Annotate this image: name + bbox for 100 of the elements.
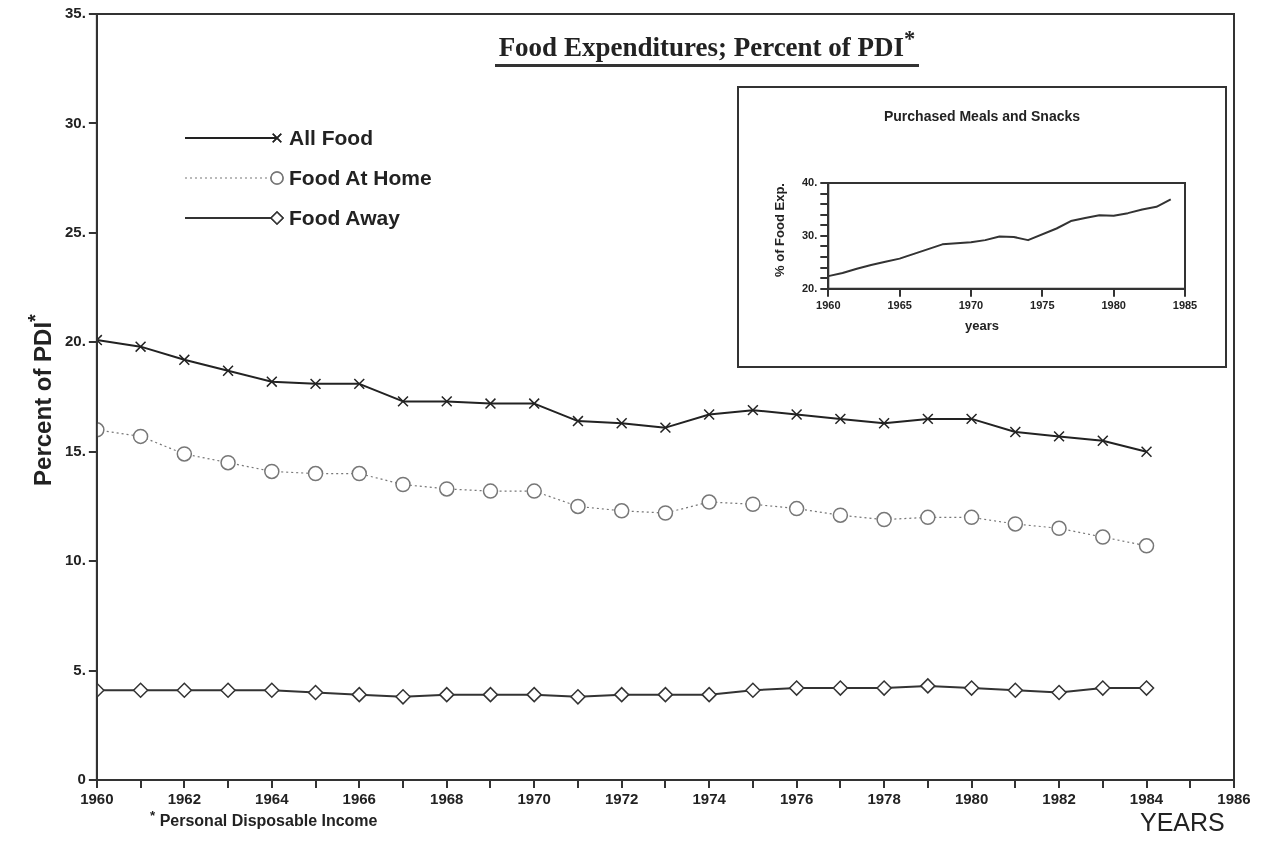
point <box>657 686 674 703</box>
point <box>657 505 674 521</box>
point <box>1053 430 1065 443</box>
legend-label: Food Away <box>289 206 400 230</box>
x-tick-label: 1986 <box>1217 790 1251 808</box>
x-tick-label: 1984 <box>1129 790 1164 808</box>
y-axis-title: % of Food Exp. <box>771 183 787 277</box>
x-tick-label: 1968 <box>430 790 464 808</box>
point <box>701 494 717 510</box>
y-tick-label: 40. <box>801 176 818 189</box>
point <box>264 682 280 699</box>
point <box>220 454 236 471</box>
point <box>438 481 455 497</box>
point <box>832 507 849 523</box>
point <box>790 408 803 421</box>
point <box>745 682 761 699</box>
point <box>745 496 761 512</box>
point <box>395 476 411 493</box>
point <box>307 684 324 701</box>
point <box>397 395 409 408</box>
x-tick-label: 1960 <box>80 790 114 808</box>
point <box>922 413 934 425</box>
point <box>220 682 236 699</box>
point <box>876 511 892 528</box>
x-tick-label: 1985 <box>1172 299 1198 312</box>
point <box>920 509 936 526</box>
text: Food Expenditures; Percent of PDI$^{*}$ <box>497 26 917 64</box>
point <box>788 500 805 517</box>
point <box>526 483 542 499</box>
point <box>1138 680 1155 696</box>
point <box>176 446 193 462</box>
point <box>264 463 280 480</box>
point <box>351 686 368 703</box>
point <box>703 408 715 421</box>
point <box>266 375 278 388</box>
chart-title: Purchased Meals and Snacks <box>882 108 1082 124</box>
y-tick-label: 30. <box>801 228 818 241</box>
point <box>178 354 191 366</box>
point <box>353 378 365 390</box>
point <box>484 397 497 410</box>
y-tick-label: 25. <box>64 223 86 240</box>
x-tick-label: 1978 <box>867 790 901 808</box>
y-tick-label: 30. <box>64 113 86 131</box>
y-tick-label: 20. <box>64 332 86 350</box>
point <box>482 483 499 499</box>
point <box>395 689 411 705</box>
point <box>482 686 499 703</box>
x-tick-label: 1965 <box>887 299 912 312</box>
x-tick-label: 1976 <box>779 790 814 808</box>
x-axis-title: YEARS <box>1140 808 1225 837</box>
point <box>1009 426 1022 438</box>
y-tick-label: 35. <box>64 4 86 22</box>
point <box>1095 680 1111 696</box>
point <box>788 680 805 696</box>
point <box>920 678 936 694</box>
x-tick-label: 1980 <box>954 790 989 808</box>
point <box>222 365 234 377</box>
point <box>613 503 630 519</box>
point <box>1007 516 1024 532</box>
x-tick-label: 1970 <box>958 299 984 312</box>
point <box>834 413 847 425</box>
point <box>132 682 149 699</box>
point <box>1051 520 1067 537</box>
point <box>963 680 980 696</box>
point <box>1051 684 1067 701</box>
x-tick-label: 1966 <box>342 790 376 808</box>
y-tick-label: 15. <box>64 441 86 459</box>
point <box>526 686 542 703</box>
point <box>132 428 149 445</box>
legend-label: Food At Home <box>289 166 432 190</box>
x-axis-title: years <box>965 318 999 333</box>
text: $^{*}$ Personal Disposable Income <box>150 808 378 831</box>
point <box>309 378 322 390</box>
point <box>615 417 628 429</box>
point <box>438 686 455 703</box>
point <box>613 686 630 703</box>
x-tick-label: 1972 <box>605 790 639 808</box>
point <box>1095 529 1111 545</box>
point <box>963 509 980 526</box>
point <box>659 421 672 434</box>
x-tick-label: 1962 <box>167 790 202 808</box>
point <box>1138 538 1155 554</box>
point <box>1007 682 1024 699</box>
point <box>747 404 759 416</box>
point <box>876 680 892 696</box>
point <box>570 498 586 515</box>
point <box>570 689 586 705</box>
y-tick-label: 5. <box>73 660 86 678</box>
x-tick-label: 1960 <box>816 299 841 312</box>
point <box>441 395 453 408</box>
point <box>965 413 978 425</box>
x-tick-label: 1980 <box>1101 299 1126 312</box>
y-tick-label: 10. <box>64 551 86 569</box>
point <box>878 417 890 429</box>
x-tick-label: 1982 <box>1042 790 1076 808</box>
x-tick-label: 1975 <box>1030 299 1055 312</box>
y-tick-label: 20. <box>801 281 818 294</box>
point <box>176 682 193 699</box>
point <box>572 415 584 427</box>
x-tick-label: 1970 <box>517 790 551 808</box>
